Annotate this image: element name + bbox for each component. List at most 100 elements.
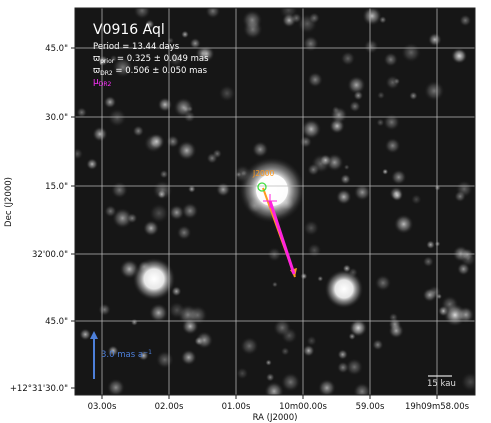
background-star bbox=[142, 219, 160, 237]
background-star bbox=[348, 332, 356, 341]
scale-arrow-label: 3.0 mas a−1 bbox=[101, 349, 152, 360]
scale-arrow-head bbox=[90, 331, 98, 339]
coordinate-grid bbox=[75, 8, 475, 395]
x-tick-labels: 03.00s 02.00s 01.00s 10m00.00s 59.00s 19… bbox=[88, 402, 470, 412]
background-star bbox=[148, 132, 166, 151]
background-star bbox=[374, 274, 392, 292]
background-star bbox=[198, 45, 216, 63]
background-star bbox=[155, 350, 175, 370]
background-star bbox=[92, 126, 108, 143]
background-star bbox=[306, 335, 318, 347]
background-star bbox=[422, 287, 438, 303]
background-star bbox=[79, 328, 92, 341]
background-star bbox=[308, 12, 321, 24]
background-star bbox=[215, 181, 231, 198]
background-star bbox=[353, 90, 364, 101]
background-star bbox=[363, 38, 380, 55]
background-star bbox=[104, 204, 117, 218]
background-star bbox=[346, 75, 366, 95]
background-star bbox=[382, 113, 401, 131]
background-star bbox=[130, 318, 139, 327]
bright-star-3 bbox=[443, 303, 467, 327]
x-tick-label: 10m00.00s bbox=[279, 402, 327, 412]
background-star bbox=[235, 171, 242, 178]
background-star bbox=[218, 84, 236, 103]
proper-motion-legend: μDR2 bbox=[93, 77, 112, 88]
background-star bbox=[319, 153, 332, 167]
background-star bbox=[180, 349, 197, 366]
background-star bbox=[181, 202, 199, 220]
background-star bbox=[97, 303, 112, 317]
y-tick-labels: 45.0" 30.0" 15.0" 32'00.0" 45.0" +12°31'… bbox=[10, 44, 68, 394]
background-star bbox=[180, 30, 190, 39]
background-star bbox=[111, 207, 134, 229]
background-star bbox=[330, 106, 348, 124]
y-tick-label: 30.0" bbox=[45, 113, 68, 123]
background-star bbox=[302, 344, 315, 358]
y-axis-label: Dec (J2000) bbox=[4, 177, 14, 227]
background-star bbox=[353, 183, 372, 202]
background-star bbox=[168, 204, 185, 221]
x-tick-label: 02.00s bbox=[155, 402, 184, 412]
background-star bbox=[206, 152, 219, 165]
background-star bbox=[176, 140, 197, 161]
background-star bbox=[107, 107, 127, 128]
background-star bbox=[157, 96, 173, 113]
background-star bbox=[376, 91, 386, 100]
y-tick-label: 15.0" bbox=[45, 182, 68, 192]
background-star bbox=[111, 56, 134, 79]
background-star bbox=[450, 47, 468, 65]
x-axis-label: RA (J2000) bbox=[253, 413, 298, 423]
background-star bbox=[361, 8, 383, 27]
background-star bbox=[251, 140, 269, 158]
background-star bbox=[427, 32, 443, 47]
background-star bbox=[85, 157, 99, 171]
y-tick-label: 32'00.0" bbox=[32, 250, 68, 260]
background-star bbox=[126, 212, 138, 224]
background-star bbox=[187, 184, 196, 194]
background-star bbox=[384, 137, 401, 154]
background-star bbox=[272, 318, 292, 338]
background-star bbox=[460, 371, 475, 393]
background-star bbox=[241, 9, 263, 31]
background-star bbox=[265, 359, 272, 366]
background-star bbox=[239, 336, 259, 356]
y-tick-label: +12°31'30.0" bbox=[10, 384, 68, 394]
background-star bbox=[400, 42, 422, 63]
background-star bbox=[167, 301, 186, 320]
background-star bbox=[393, 213, 415, 235]
background-star bbox=[144, 19, 155, 30]
background-star bbox=[459, 14, 472, 27]
background-star bbox=[376, 118, 385, 127]
background-star bbox=[343, 164, 350, 171]
background-star bbox=[271, 281, 278, 288]
background-star bbox=[383, 51, 399, 68]
background-star bbox=[425, 240, 436, 250]
x-tick-label: 19h09m58.00s bbox=[405, 402, 470, 412]
background-star bbox=[263, 381, 285, 395]
background-star bbox=[176, 224, 192, 241]
x-tick-label: 01.00s bbox=[222, 402, 251, 412]
sky-image bbox=[75, 8, 475, 395]
background-star bbox=[349, 318, 368, 338]
background-star bbox=[265, 372, 275, 382]
background-star bbox=[159, 169, 169, 179]
background-star bbox=[300, 272, 308, 280]
bright-star-2 bbox=[324, 269, 364, 309]
background-star bbox=[97, 55, 109, 67]
background-star bbox=[166, 134, 180, 149]
x-tick-label: 59.00s bbox=[356, 402, 385, 412]
background-star bbox=[189, 37, 202, 50]
background-star bbox=[133, 8, 152, 20]
gaia-position-circle bbox=[257, 182, 267, 192]
background-star bbox=[306, 242, 322, 258]
background-star bbox=[132, 125, 145, 137]
background-star bbox=[290, 12, 302, 24]
background-star bbox=[138, 350, 150, 361]
background-star bbox=[187, 304, 208, 326]
background-star bbox=[393, 77, 401, 85]
epoch-annotation: J2000 bbox=[252, 169, 275, 178]
background-star bbox=[340, 50, 356, 67]
background-star bbox=[280, 346, 290, 356]
background-stars bbox=[75, 8, 475, 395]
